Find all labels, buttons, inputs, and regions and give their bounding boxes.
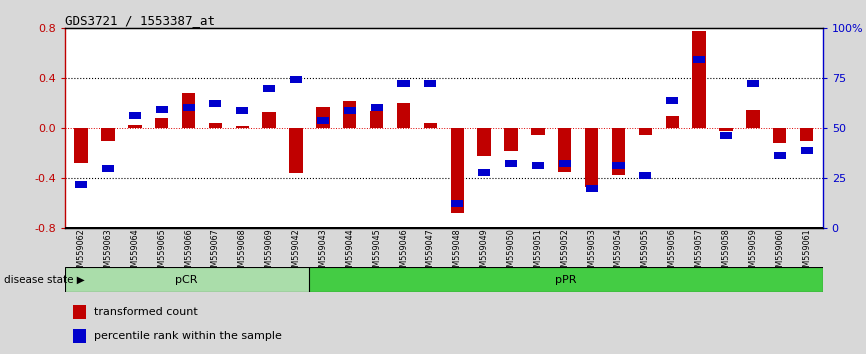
Text: GSM559068: GSM559068 xyxy=(238,229,247,277)
Bar xyxy=(262,112,276,129)
Text: GSM559063: GSM559063 xyxy=(103,229,113,277)
Bar xyxy=(371,104,383,110)
Bar xyxy=(531,129,545,135)
Bar xyxy=(585,129,598,187)
Text: GSM559045: GSM559045 xyxy=(372,229,381,277)
Text: disease state ▶: disease state ▶ xyxy=(4,275,85,285)
Bar xyxy=(666,97,678,104)
Text: GSM559062: GSM559062 xyxy=(76,229,86,277)
Bar xyxy=(477,129,491,156)
Bar xyxy=(397,103,410,129)
Bar xyxy=(210,100,222,107)
Text: GSM559044: GSM559044 xyxy=(346,229,354,277)
Text: GSM559043: GSM559043 xyxy=(319,229,327,277)
Bar xyxy=(423,123,437,129)
Bar xyxy=(370,111,384,129)
Bar xyxy=(289,129,303,173)
Text: GSM559061: GSM559061 xyxy=(802,229,811,277)
Bar xyxy=(720,132,732,139)
Text: GSM559050: GSM559050 xyxy=(507,229,515,277)
Text: GSM559047: GSM559047 xyxy=(426,229,435,277)
Bar xyxy=(73,329,87,343)
Bar xyxy=(773,152,785,159)
Bar xyxy=(773,129,786,143)
Text: GSM559051: GSM559051 xyxy=(533,229,542,277)
Bar xyxy=(308,267,823,292)
Bar xyxy=(639,172,651,179)
Text: GSM559053: GSM559053 xyxy=(587,229,596,277)
Text: pCR: pCR xyxy=(176,275,198,285)
Bar xyxy=(101,129,114,141)
Bar xyxy=(665,116,679,129)
Bar xyxy=(317,118,329,124)
Text: GSM559057: GSM559057 xyxy=(695,229,703,278)
Text: GSM559060: GSM559060 xyxy=(775,229,785,277)
Bar xyxy=(316,107,330,129)
Text: GSM559046: GSM559046 xyxy=(399,229,408,277)
Bar xyxy=(611,129,625,175)
Bar xyxy=(263,85,275,92)
Text: GSM559049: GSM559049 xyxy=(480,229,488,277)
Bar xyxy=(478,169,490,176)
Text: percentile rank within the sample: percentile rank within the sample xyxy=(94,331,281,341)
Text: GSM559052: GSM559052 xyxy=(560,229,569,278)
Bar xyxy=(129,112,141,119)
Bar xyxy=(74,129,87,163)
Bar xyxy=(693,31,706,129)
Bar xyxy=(102,165,114,172)
Bar xyxy=(73,305,87,319)
Bar xyxy=(720,129,733,131)
Bar xyxy=(504,129,518,151)
Text: GSM559066: GSM559066 xyxy=(184,229,193,277)
Bar xyxy=(558,129,572,172)
Text: GSM559055: GSM559055 xyxy=(641,229,650,278)
Bar xyxy=(155,118,168,129)
Bar xyxy=(182,93,195,129)
Bar xyxy=(505,160,517,167)
Text: GSM559059: GSM559059 xyxy=(748,229,758,278)
Bar xyxy=(800,129,813,141)
Text: GSM559054: GSM559054 xyxy=(614,229,623,277)
Bar xyxy=(128,125,141,129)
Bar xyxy=(183,104,195,110)
Bar xyxy=(209,123,223,129)
Bar xyxy=(236,107,249,114)
Text: GSM559058: GSM559058 xyxy=(721,229,730,277)
Bar xyxy=(585,185,598,192)
Text: GSM559056: GSM559056 xyxy=(668,229,676,277)
Text: GSM559048: GSM559048 xyxy=(453,229,462,277)
Bar xyxy=(65,267,308,292)
Text: GSM559069: GSM559069 xyxy=(265,229,274,277)
Bar xyxy=(236,126,249,129)
Text: GSM559067: GSM559067 xyxy=(211,229,220,277)
Bar xyxy=(450,129,464,213)
Bar xyxy=(156,106,168,113)
Bar xyxy=(290,76,302,83)
Bar xyxy=(800,147,812,154)
Text: GDS3721 / 1553387_at: GDS3721 / 1553387_at xyxy=(65,14,215,27)
Text: GSM559042: GSM559042 xyxy=(292,229,301,277)
Bar xyxy=(746,110,759,129)
Text: GSM559064: GSM559064 xyxy=(130,229,139,277)
Bar xyxy=(693,56,705,63)
Bar xyxy=(75,181,87,188)
Text: GSM559065: GSM559065 xyxy=(158,229,166,277)
Bar xyxy=(638,129,652,135)
Bar xyxy=(344,107,356,114)
Text: pPR: pPR xyxy=(555,275,577,285)
Bar xyxy=(612,162,624,169)
Bar xyxy=(397,80,410,87)
Bar xyxy=(746,80,759,87)
Bar xyxy=(451,200,463,207)
Bar xyxy=(424,80,436,87)
Text: transformed count: transformed count xyxy=(94,307,197,317)
Bar xyxy=(532,162,544,169)
Bar xyxy=(343,101,357,129)
Bar xyxy=(559,160,571,167)
